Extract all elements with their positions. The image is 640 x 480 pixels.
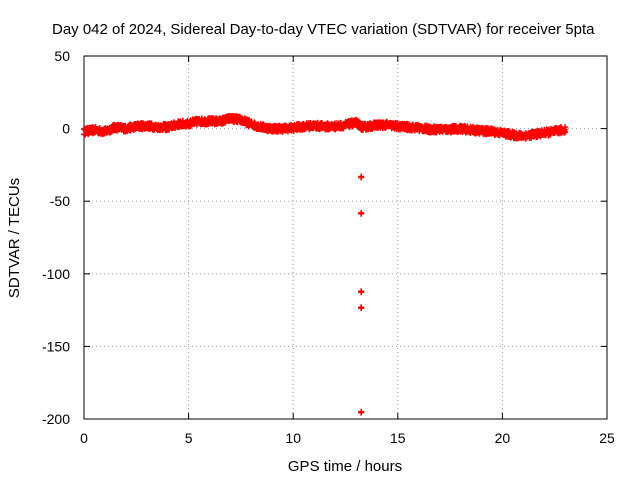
y-tick-label: -200 [42,411,70,427]
grid-lines [84,56,607,419]
x-tick-label: 10 [285,430,301,446]
plot-frame [83,55,608,420]
outlier-point [358,210,365,217]
outlier-point [358,305,365,312]
x-tick-label: 5 [185,430,193,446]
y-tick-label: 0 [62,121,70,137]
outlier-point [358,289,365,296]
x-tick-label: 15 [390,430,406,446]
y-axis-label: SDTVAR / TECUs [6,178,23,298]
outlier-point [358,174,365,181]
axis-ticks [83,55,608,420]
x-axis-label: GPS time / hours [288,458,402,475]
y-tick-label: -150 [42,338,70,354]
chart-title: Day 042 of 2024, Sidereal Day-to-day VTE… [52,21,595,38]
y-tick-label: -50 [50,193,70,209]
tick-labels: 0 5 10 15 20 25 -200 -150 -100 -50 0 50 [42,48,615,446]
y-tick-label: 50 [54,48,70,64]
data-points [81,112,569,416]
outlier-point [358,409,365,416]
data-point [562,128,569,135]
x-tick-label: 20 [495,430,511,446]
y-tick-label: -100 [42,266,70,282]
x-tick-label: 0 [80,430,88,446]
x-tick-label: 25 [599,430,615,446]
